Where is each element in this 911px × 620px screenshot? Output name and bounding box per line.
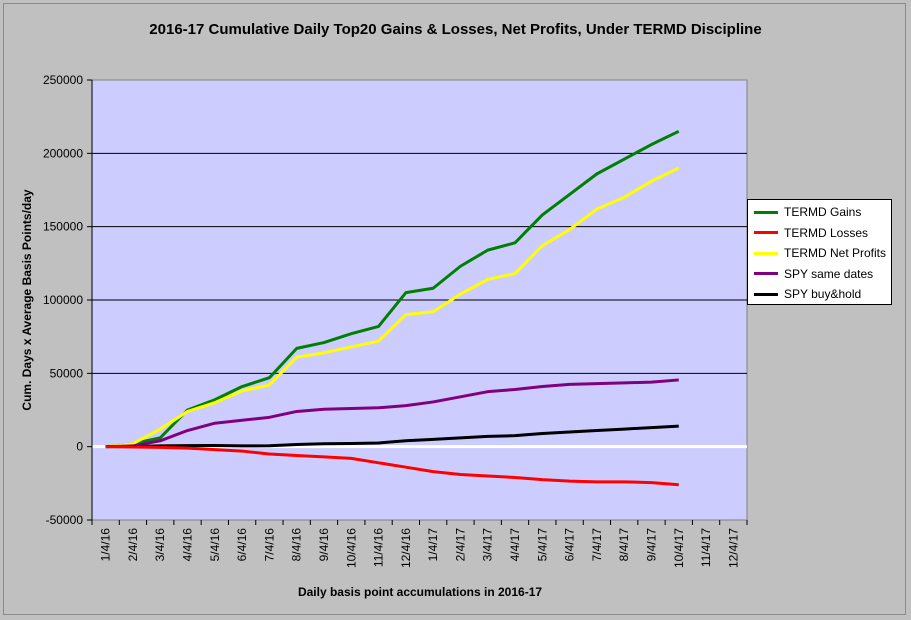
x-tick-label: 9/4/17 [644,528,658,562]
legend-item: SPY buy&hold [754,284,891,305]
y-tick-label: 0 [76,440,83,454]
y-tick-label: 250000 [43,73,83,87]
x-tick-labels: 1/4/16 2/4/16 3/4/16 4/4/16 5/4/16 6/4/16 7/4/… [91,520,748,568]
x-tick-label: 12/4/16 [399,528,413,568]
x-axis-label: Daily basis point accumulations in 2016-… [297,585,543,599]
legend-label: TERMD Gains [784,205,862,220]
series-lines [105,129,680,487]
x-tick-label: 5/4/16 [208,528,222,562]
legend-swatch [754,231,778,235]
legend: TERMD Gains TERMD Losses TERMD Net Profits… [747,199,892,305]
legend-label: SPY buy&hold [784,287,862,302]
x-tick-label: 10/4/16 [344,528,358,568]
x-tick-label: 1/4/17 [426,528,440,562]
series-line-spy-buy-hold [105,424,679,449]
legend-item: TERMD Losses [754,223,891,244]
x-tick-label: 2/4/16 [126,528,140,562]
x-tick-label: 4/4/17 [508,528,522,562]
chart-title: 2016-17 Cumulative Daily Top20 Gains & L… [149,21,762,38]
legend-swatch [754,292,778,296]
x-tick-label: 8/4/16 [290,528,304,562]
legend-item: TERMD Gains [754,202,891,223]
x-tick-label: 4/4/16 [181,528,195,562]
x-tick-label: 6/4/16 [235,528,249,562]
y-tick-label: 50000 [50,366,84,380]
y-tick-label: 100000 [43,293,83,307]
legend-swatch [754,251,778,255]
x-tick-label: 3/4/16 [153,528,167,562]
y-tick-label: 200000 [43,146,83,160]
legend-swatch [754,210,778,214]
x-tick-label: 8/4/17 [617,528,631,562]
x-tick-label: 1/4/16 [99,528,113,562]
y-tick-label: 150000 [43,220,83,234]
series-line-termd-losses [105,445,679,487]
legend-swatch [754,272,778,276]
series-line-spy-same-dates [105,378,679,449]
y-tick-labels: 250000 200000 150000 100000 50000 0 -50000 [43,73,83,527]
x-tick-label: 5/4/17 [535,528,549,562]
series-line-termd-net-profits [105,166,680,449]
x-tick-label: 10/4/17 [672,528,686,568]
x-tick-label: 2/4/17 [453,528,467,562]
x-tick-label: 7/4/16 [262,528,276,562]
legend-label: TERMD Losses [784,225,869,240]
series-line-termd-gains [105,129,680,449]
x-tick-label: 11/4/17 [699,528,713,567]
x-tick-label: 9/4/16 [317,528,331,562]
legend-item: TERMD Net Profits [754,243,891,264]
legend-item: SPY same dates [754,264,891,285]
y-tick-label: -50000 [46,513,84,527]
x-tick-label: 12/4/17 [726,528,740,568]
legend-label: TERMD Net Profits [784,246,887,261]
x-tick-label: 11/4/16 [372,528,386,567]
x-tick-label: 6/4/17 [563,528,577,562]
x-tick-label: 3/4/17 [481,528,495,562]
legend-label: SPY same dates [784,266,874,281]
x-tick-label: 7/4/17 [590,528,604,562]
